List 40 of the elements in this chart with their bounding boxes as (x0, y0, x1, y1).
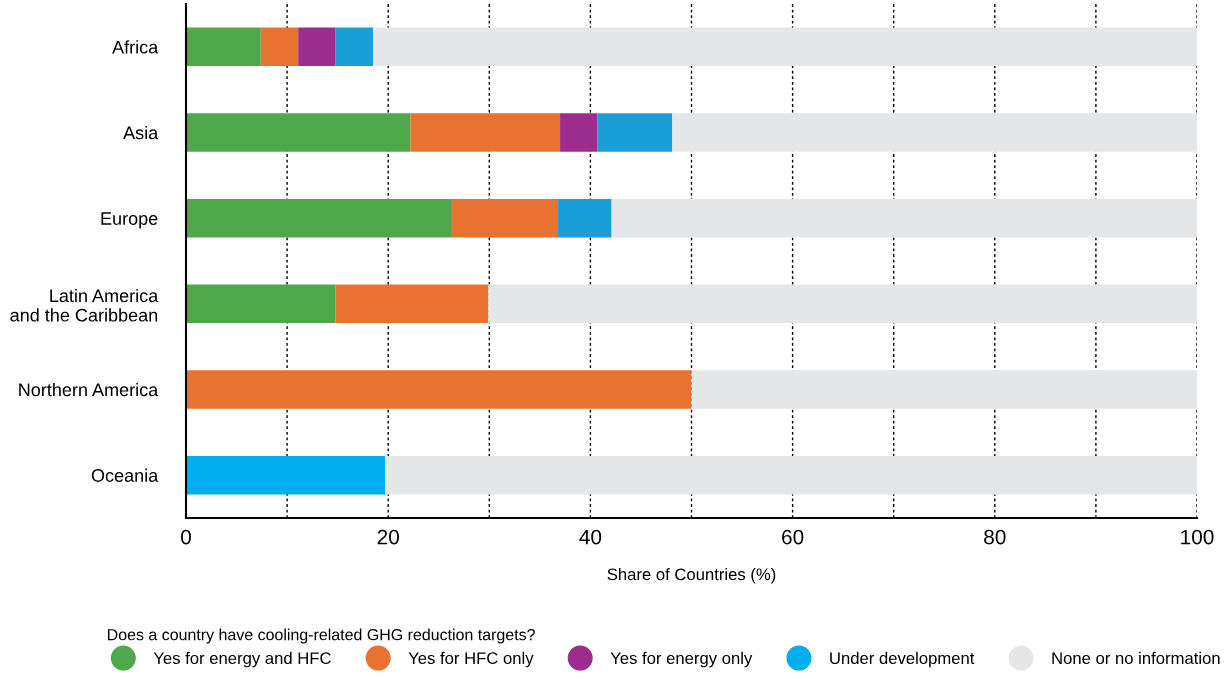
bar (373, 27, 1197, 67)
bar (558, 198, 612, 238)
y-tick-label: Asia (123, 125, 159, 140)
bar (298, 27, 336, 67)
legend-label: Yes for energy only (610, 651, 753, 668)
x-tick-label: 0 (181, 529, 191, 545)
bar (691, 370, 1197, 409)
y-tick-label: Africa (112, 40, 159, 54)
bar (611, 198, 1197, 238)
x-tick-label: 80 (984, 529, 1006, 545)
bar (186, 284, 336, 324)
legend-label: None or no information (1052, 651, 1220, 665)
bar (560, 113, 598, 152)
x-tick-label: 60 (782, 529, 804, 545)
x-tick-label: 40 (579, 529, 602, 545)
y-tick-label: Europe (101, 212, 158, 229)
bar (488, 284, 1197, 324)
legend-label: Under development (830, 651, 975, 668)
x-axis-title: Share of Countries (%) (607, 567, 776, 584)
bar (672, 113, 1197, 152)
x-tick-label: 100 (1181, 529, 1214, 545)
bar (451, 198, 559, 238)
y-tick-label: Northern America (19, 382, 159, 397)
x-tick-label: 20 (377, 529, 399, 545)
bar (186, 198, 452, 238)
bar (260, 27, 299, 67)
legend-title: Does a country have cooling-related GHG reduction targets? (107, 628, 535, 644)
bar (186, 113, 411, 152)
legend-label: Yes for energy and HFC (153, 651, 331, 668)
bar (186, 455, 386, 495)
legend-label: Yes for HFC only (408, 651, 534, 668)
bar (410, 113, 561, 152)
bar (335, 27, 374, 67)
bar (186, 27, 261, 67)
bar (597, 113, 673, 152)
bar (335, 284, 489, 324)
y-tick-label: Oceania (91, 468, 159, 482)
bar (385, 455, 1197, 495)
y-tick-label: Latin America and the Caribbean (10, 288, 159, 322)
bar (186, 370, 692, 409)
